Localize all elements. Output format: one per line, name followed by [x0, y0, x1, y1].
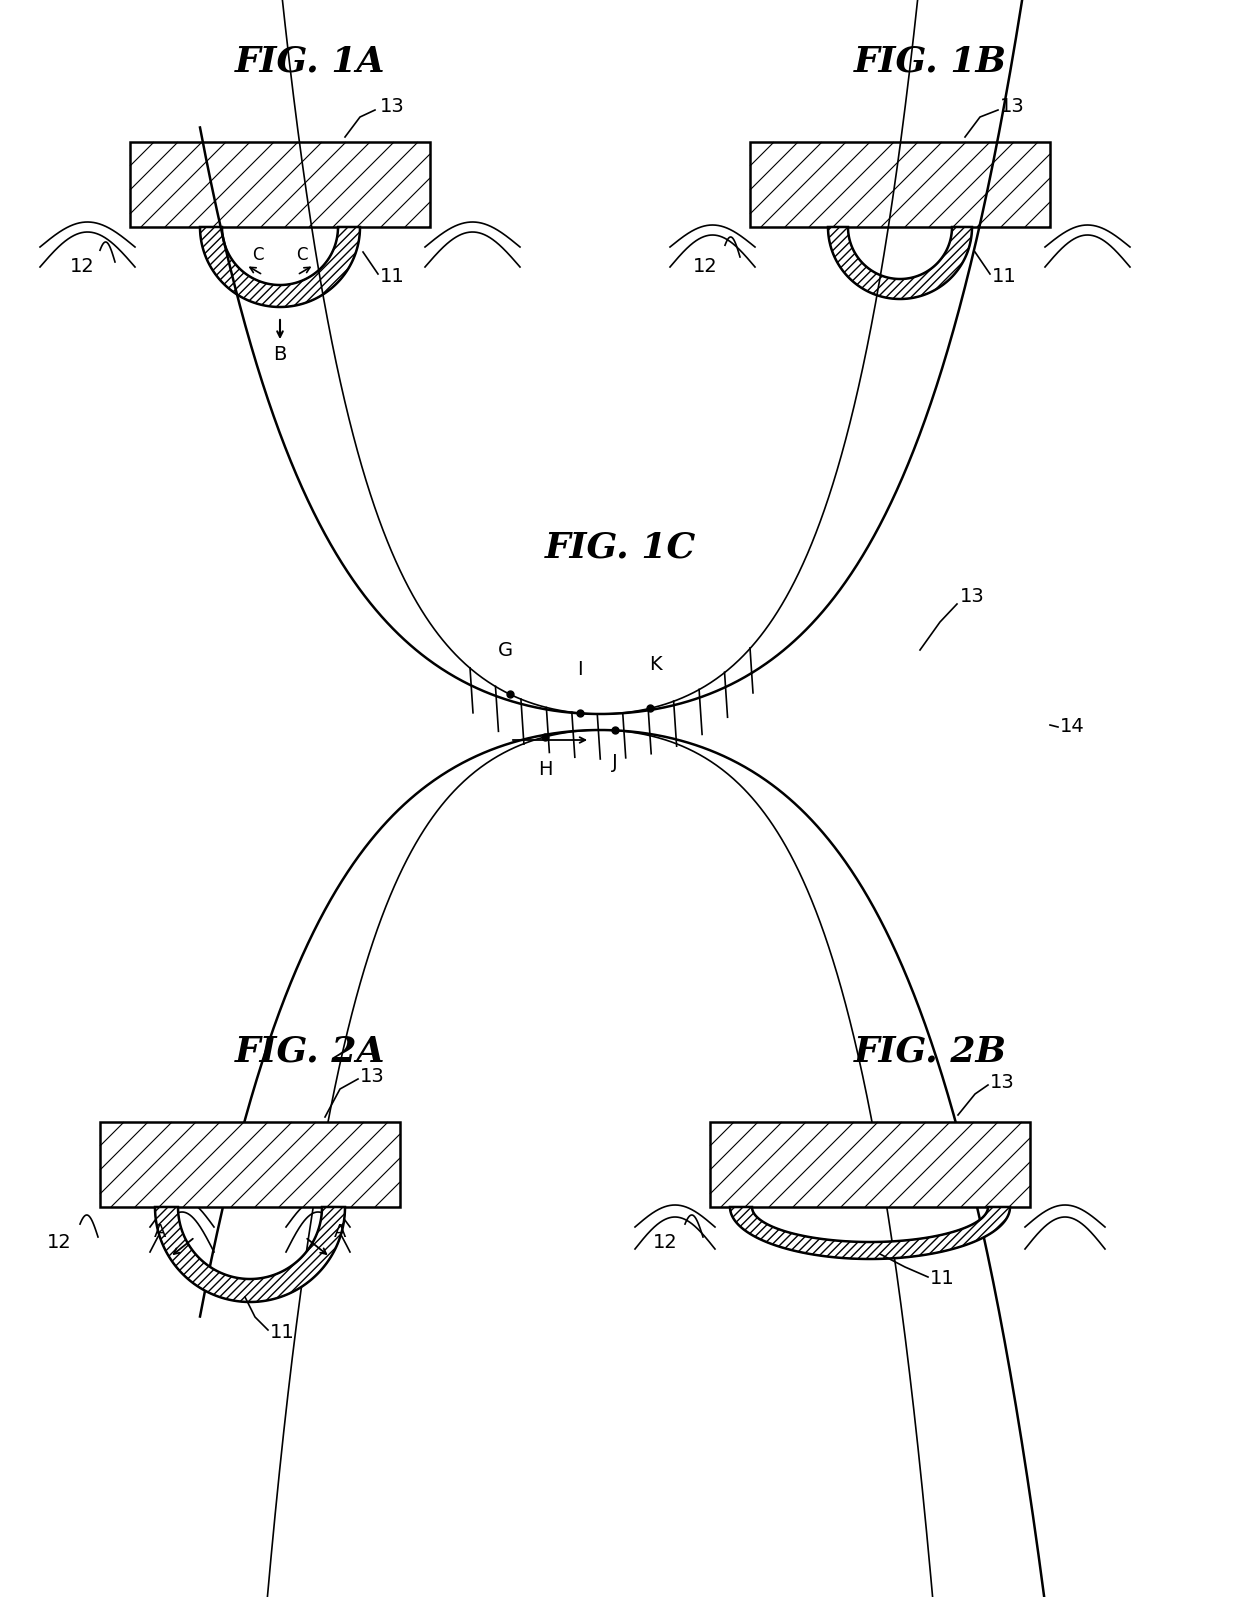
Text: 13: 13: [960, 588, 985, 605]
Text: 13: 13: [360, 1067, 384, 1086]
Text: C: C: [252, 246, 264, 264]
Text: 12: 12: [47, 1233, 72, 1252]
Polygon shape: [828, 227, 972, 299]
Text: H: H: [538, 760, 552, 779]
Text: A: A: [334, 1223, 346, 1241]
Bar: [100, 1123, 401, 1207]
Text: B: B: [273, 345, 286, 364]
Text: 12: 12: [71, 257, 95, 276]
Text: C: C: [296, 246, 308, 264]
Text: 12: 12: [693, 257, 718, 276]
Text: FIG. 1C: FIG. 1C: [544, 530, 696, 564]
Text: 11: 11: [270, 1322, 295, 1341]
Text: 11: 11: [379, 268, 404, 286]
Text: 13: 13: [379, 97, 404, 117]
Text: 13: 13: [999, 97, 1024, 117]
Text: 12: 12: [653, 1233, 678, 1252]
Text: G: G: [497, 640, 512, 660]
Text: 11: 11: [930, 1270, 955, 1289]
Polygon shape: [155, 1207, 345, 1302]
Text: K: K: [649, 655, 661, 674]
Bar: [130, 142, 430, 227]
Bar: [750, 142, 1050, 227]
Text: I: I: [577, 660, 583, 679]
Text: FIG. 1A: FIG. 1A: [234, 45, 386, 78]
Polygon shape: [730, 1207, 1011, 1258]
Text: 14: 14: [1060, 717, 1085, 736]
Text: FIG. 1B: FIG. 1B: [853, 45, 1007, 78]
Text: 11: 11: [992, 268, 1017, 286]
Text: J: J: [613, 754, 618, 773]
Text: 13: 13: [990, 1073, 1014, 1091]
Text: FIG. 2A: FIG. 2A: [234, 1035, 386, 1068]
Text: FIG. 2B: FIG. 2B: [853, 1035, 1007, 1068]
Polygon shape: [200, 227, 360, 307]
Text: A: A: [154, 1223, 166, 1241]
Bar: [711, 1123, 1030, 1207]
